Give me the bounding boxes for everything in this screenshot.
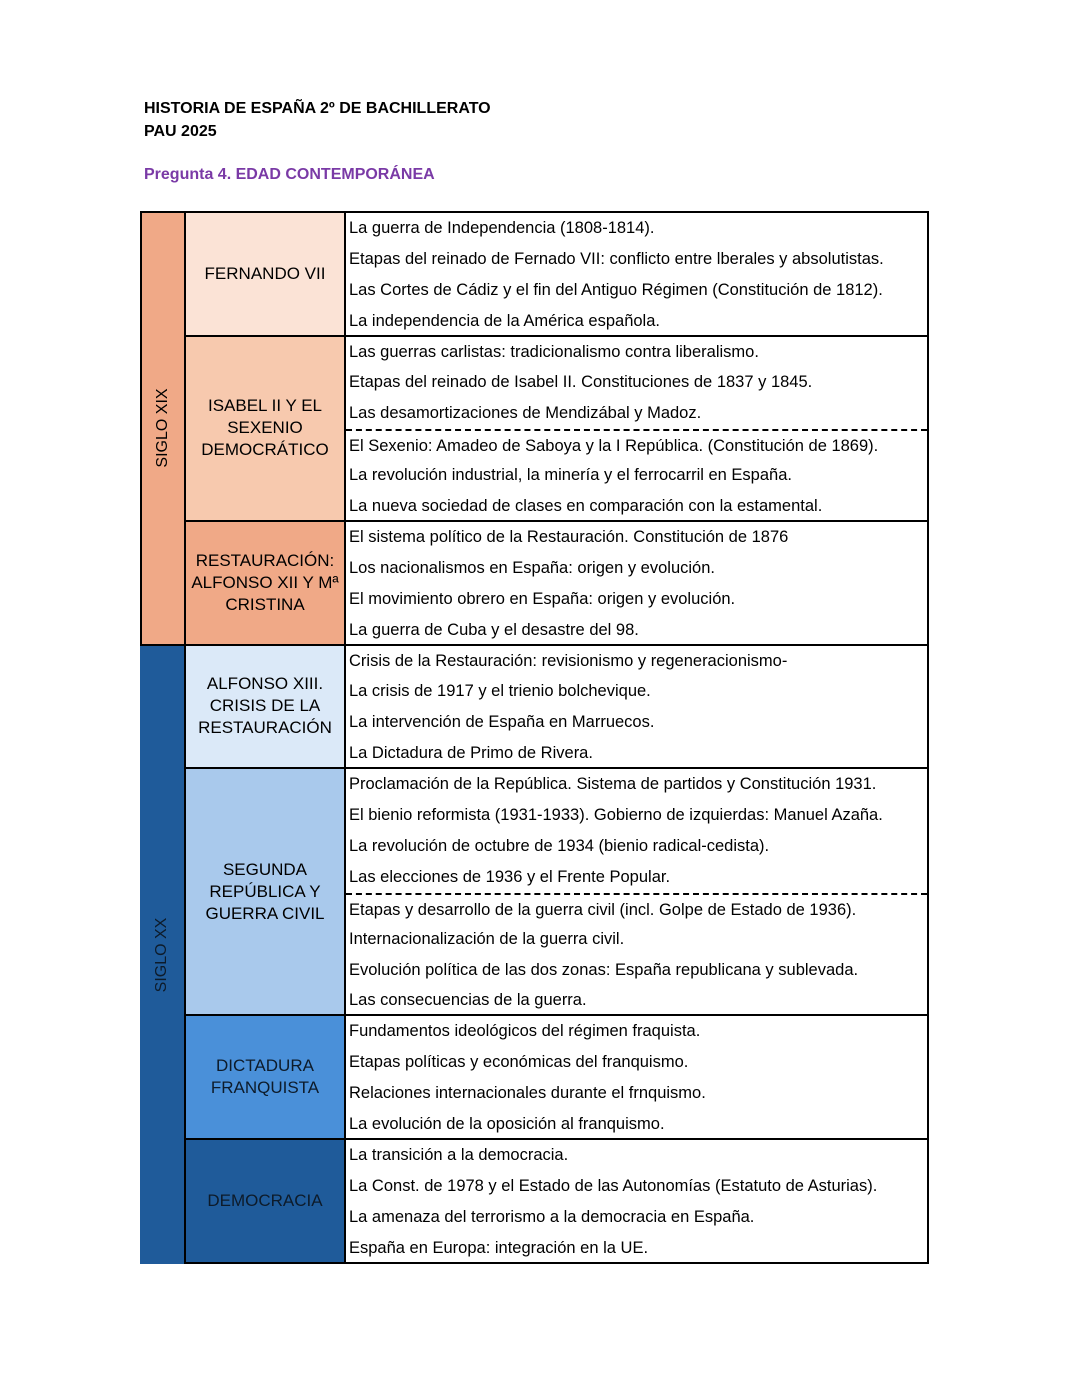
- topics-cell: Crisis de la Restauración: revisionismo …: [346, 645, 929, 770]
- topic-item: Relaciones internacionales durante el fr…: [349, 1084, 706, 1103]
- topic-item: La amenaza del terrorismo a la democraci…: [349, 1207, 755, 1226]
- century-label: SIGLO XIX: [154, 388, 171, 468]
- topic-item: Etapas y desarrollo de la guerra civil (…: [346, 892, 927, 924]
- topic-item: El bienio reformista (1931-1933). Gobier…: [349, 806, 883, 825]
- topic-item: Las Cortes de Cádiz y el fin del Antiguo…: [349, 280, 883, 299]
- period-cell: ALFONSO XIII. CRISIS DE LA RESTAURACIÓN: [186, 645, 346, 770]
- period-label: ALFONSO XIII. CRISIS DE LA RESTAURACIÓN: [198, 674, 332, 738]
- period-cell: DICTADURA FRANQUISTA: [186, 1016, 346, 1140]
- topic-item: Proclamación de la República. Sistema de…: [349, 775, 877, 794]
- period-cell: SEGUNDA REPÚBLICA Y GUERRA CIVIL: [186, 769, 346, 1017]
- topic-item: Internacionalización de la guerra civil.: [349, 929, 625, 948]
- question-title: Pregunta 4. EDAD CONTEMPORÁNEA: [144, 166, 435, 183]
- topic-item: Las desamortizaciones de Mendizábal y Ma…: [349, 404, 702, 423]
- topic-item: La independencia de la América española.: [349, 311, 660, 330]
- period-cell: ISABEL II Y EL SEXENIO DEMOCRÁTICO: [186, 336, 346, 522]
- topic-item: Crisis de la Restauración: revisionismo …: [349, 651, 788, 670]
- topic-item: Etapas del reinado de Isabel II. Constit…: [349, 373, 813, 392]
- topics-cell: Las guerras carlistas: tradicionalismo c…: [346, 336, 929, 522]
- period-label: ISABEL II Y EL SEXENIO DEMOCRÁTICO: [201, 396, 329, 460]
- topics-cell: El sistema político de la Restauración. …: [346, 522, 929, 646]
- topics-cell: La guerra de Independencia (1808-1814). E…: [346, 213, 929, 337]
- topic-item: El Sexenio: Amadeo de Saboya y la I Repú…: [346, 429, 927, 460]
- topic-item: Etapas políticas y económicas del franqu…: [349, 1053, 689, 1072]
- period-label: FERNANDO VII: [204, 263, 326, 283]
- subject-title: HISTORIA DE ESPAÑA 2º DE BACHILLERATO: [144, 100, 491, 117]
- topic-item: Las guerras carlistas: tradicionalismo c…: [349, 342, 759, 361]
- topic-item: Las consecuencias de la guerra.: [349, 991, 587, 1010]
- topic-item: Los nacionalismos en España: origen y ev…: [349, 558, 715, 577]
- topic-item: Etapas del reinado de Fernado VII: confl…: [349, 249, 884, 268]
- period-label: SEGUNDA REPÚBLICA Y GUERRA CIVIL: [205, 859, 325, 923]
- topics-cell: Fundamentos ideológicos del régimen fraq…: [346, 1016, 929, 1140]
- topics-cell: Proclamación de la República. Sistema de…: [346, 769, 929, 1017]
- topic-item: La intervención de España en Marruecos.: [349, 713, 655, 732]
- period-cell: RESTAURACIÓN: ALFONSO XII Y Mª CRISTINA: [186, 522, 346, 646]
- topic-item: La crisis de 1917 y el trienio bolcheviq…: [349, 682, 651, 701]
- document-header: HISTORIA DE ESPAÑA 2º DE BACHILLERATO PA…: [144, 97, 491, 143]
- table-top-border: [186, 211, 929, 213]
- century-cell: SIGLO XIX: [140, 211, 186, 646]
- topic-item: El sistema político de la Restauración. …: [349, 528, 789, 546]
- topic-item: El movimiento obrero en España: origen y…: [349, 589, 736, 608]
- topic-item: La Dictadura de Primo de Rivera.: [349, 744, 593, 763]
- topic-item: La nueva sociedad de clases en comparaci…: [349, 497, 823, 516]
- exam-title: PAU 2025: [144, 123, 217, 140]
- period-label: DICTADURA FRANQUISTA: [210, 1056, 320, 1098]
- topic-item: Fundamentos ideológicos del régimen fraq…: [349, 1022, 701, 1041]
- period-label: RESTAURACIÓN: ALFONSO XII Y Mª CRISTINA: [191, 550, 339, 614]
- period-label: DEMOCRACIA: [207, 1190, 323, 1210]
- topic-item: La guerra de Cuba y el desastre del 98.: [349, 620, 639, 639]
- century-label: SIGLO XX: [153, 917, 170, 992]
- topics-cell: La transición a la democracia. La Const. …: [346, 1140, 929, 1264]
- topic-item: España en Europa: integración en la UE.: [349, 1238, 649, 1257]
- topic-item: La revolución industrial, la minería y e…: [349, 466, 792, 485]
- topic-item: La guerra de Independencia (1808-1814).: [349, 219, 655, 237]
- topic-item: La transición a la democracia.: [349, 1146, 569, 1164]
- topic-item: La Const. de 1978 y el Estado de las Aut…: [349, 1176, 878, 1195]
- century-cell: SIGLO XX: [140, 645, 186, 1264]
- period-cell: DEMOCRACIA: [186, 1140, 346, 1264]
- topic-item: La evolución de la oposición al franquis…: [349, 1115, 665, 1134]
- topic-item: Las elecciones de 1936 y el Frente Popul…: [349, 867, 671, 886]
- topic-item: La revolución de octubre de 1934 (bienio…: [349, 836, 770, 855]
- period-cell: FERNANDO VII: [186, 213, 346, 337]
- topic-item: Evolución política de las dos zonas: Esp…: [349, 960, 859, 979]
